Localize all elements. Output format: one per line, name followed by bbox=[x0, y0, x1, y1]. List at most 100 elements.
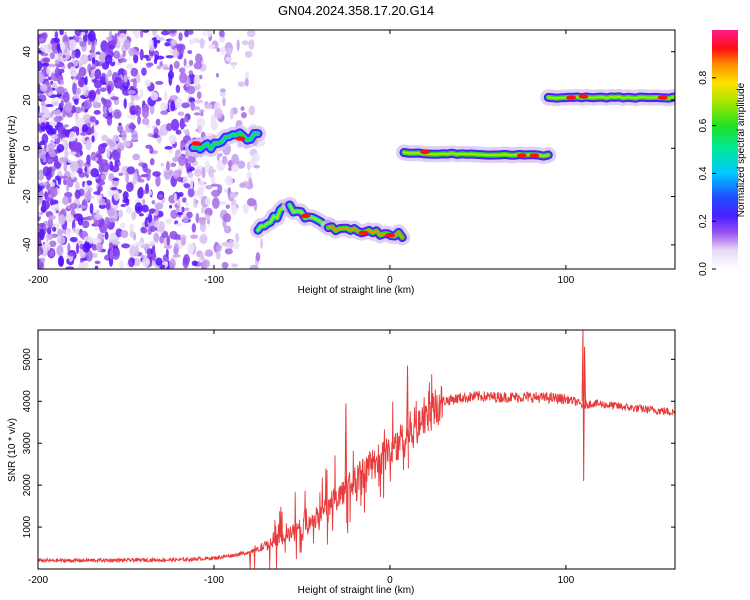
noise-blob bbox=[99, 198, 106, 206]
noise-blob bbox=[174, 98, 183, 109]
noise-blob bbox=[142, 30, 150, 33]
noise-blob bbox=[95, 51, 101, 55]
noise-blob bbox=[125, 206, 133, 214]
noise-blob bbox=[149, 225, 157, 232]
noise-blob bbox=[62, 54, 66, 59]
noise-blob bbox=[106, 116, 113, 126]
noise-blob bbox=[185, 202, 189, 206]
noise-blob bbox=[103, 99, 112, 108]
noise-blob bbox=[166, 235, 171, 246]
noise-blob bbox=[141, 204, 149, 213]
noise-blob bbox=[155, 175, 161, 187]
noise-blob bbox=[222, 213, 232, 223]
noise-blob bbox=[66, 215, 72, 223]
noise-blob bbox=[65, 266, 75, 269]
noise-blob bbox=[188, 59, 194, 67]
spectrogram-frame bbox=[37, 29, 676, 270]
noise-blob bbox=[75, 117, 85, 130]
noise-blob bbox=[62, 109, 66, 118]
noise-blob bbox=[205, 184, 213, 190]
noise-blob bbox=[240, 111, 247, 119]
noise-blob bbox=[77, 71, 84, 78]
noise-blob bbox=[108, 30, 113, 37]
noise-blob bbox=[221, 261, 229, 269]
noise-blob bbox=[87, 167, 91, 176]
spectrogram-y-tick-label: -20 bbox=[22, 189, 33, 204]
noise-blob bbox=[199, 109, 205, 113]
noise-blob bbox=[166, 160, 170, 171]
noise-blob bbox=[134, 51, 141, 56]
noise-blob bbox=[38, 173, 41, 178]
noise-blob bbox=[120, 203, 127, 208]
noise-blob bbox=[244, 50, 253, 58]
noise-blob bbox=[120, 229, 129, 239]
noise-blob bbox=[232, 61, 236, 70]
noise-blob bbox=[75, 207, 82, 212]
noise-blob bbox=[94, 225, 99, 231]
noise-blob bbox=[117, 161, 121, 167]
snr-y-tick-label: 2000 bbox=[22, 474, 33, 497]
noise-blob bbox=[131, 257, 135, 264]
noise-blob bbox=[43, 57, 51, 63]
noise-blob bbox=[186, 211, 193, 219]
snr-background bbox=[38, 330, 675, 569]
noise-blob bbox=[99, 87, 107, 92]
noise-blob bbox=[71, 49, 76, 60]
noise-blob bbox=[177, 164, 184, 171]
noise-blob bbox=[112, 136, 120, 142]
spectrogram-y-tick-label: 0 bbox=[22, 145, 33, 151]
noise-blob bbox=[175, 207, 180, 213]
noise-blob bbox=[201, 166, 206, 179]
noise-blob bbox=[55, 210, 59, 214]
noise-blob bbox=[149, 240, 157, 245]
noise-blob bbox=[47, 76, 53, 81]
noise-blob bbox=[164, 89, 168, 102]
noise-blob bbox=[110, 165, 120, 173]
noise-blob bbox=[228, 239, 234, 250]
noise-blob bbox=[169, 50, 174, 54]
noise-blob bbox=[67, 252, 76, 257]
noise-blob bbox=[59, 30, 64, 36]
noise-blob bbox=[45, 146, 50, 153]
signal-band-core bbox=[191, 132, 259, 151]
noise-blob bbox=[112, 109, 122, 120]
noise-blob bbox=[38, 147, 47, 159]
spectrogram-y-ticks: -40 -20 0 20 40 bbox=[22, 46, 675, 252]
noise-blob bbox=[184, 30, 190, 38]
noise-blob bbox=[248, 105, 256, 116]
noise-blob bbox=[183, 183, 188, 188]
noise-blob bbox=[246, 30, 256, 38]
noise-blob bbox=[177, 111, 185, 116]
noise-blob bbox=[64, 101, 73, 114]
snr-y-tick-label: 5000 bbox=[22, 348, 33, 371]
noise-blob bbox=[90, 151, 97, 161]
noise-blob bbox=[92, 101, 99, 109]
noise-blob bbox=[59, 79, 65, 86]
noise-blob bbox=[56, 235, 66, 245]
noise-blob bbox=[187, 49, 193, 55]
noise-blob bbox=[169, 30, 177, 34]
noise-blob bbox=[40, 122, 47, 133]
noise-blob bbox=[196, 125, 202, 134]
noise-blob bbox=[200, 111, 204, 117]
noise-blob bbox=[199, 234, 208, 244]
noise-blob bbox=[73, 213, 82, 219]
noise-blob bbox=[70, 160, 80, 173]
noise-blob bbox=[100, 97, 105, 102]
noise-blob bbox=[134, 105, 142, 117]
noise-blob bbox=[142, 198, 146, 206]
noise-blob bbox=[168, 148, 174, 155]
noise-blob bbox=[170, 39, 178, 44]
noise-blob bbox=[236, 39, 240, 51]
noise-blob bbox=[159, 61, 163, 67]
noise-blob bbox=[160, 110, 169, 115]
noise-blob bbox=[148, 55, 153, 59]
noise-blob bbox=[114, 32, 118, 45]
noise-blob bbox=[58, 214, 66, 226]
noise-blob bbox=[46, 66, 52, 75]
noise-blob bbox=[88, 91, 96, 103]
noise-blob bbox=[81, 123, 89, 133]
noise-blob bbox=[130, 93, 135, 103]
noise-blob bbox=[126, 166, 136, 175]
noise-blob bbox=[182, 211, 187, 217]
